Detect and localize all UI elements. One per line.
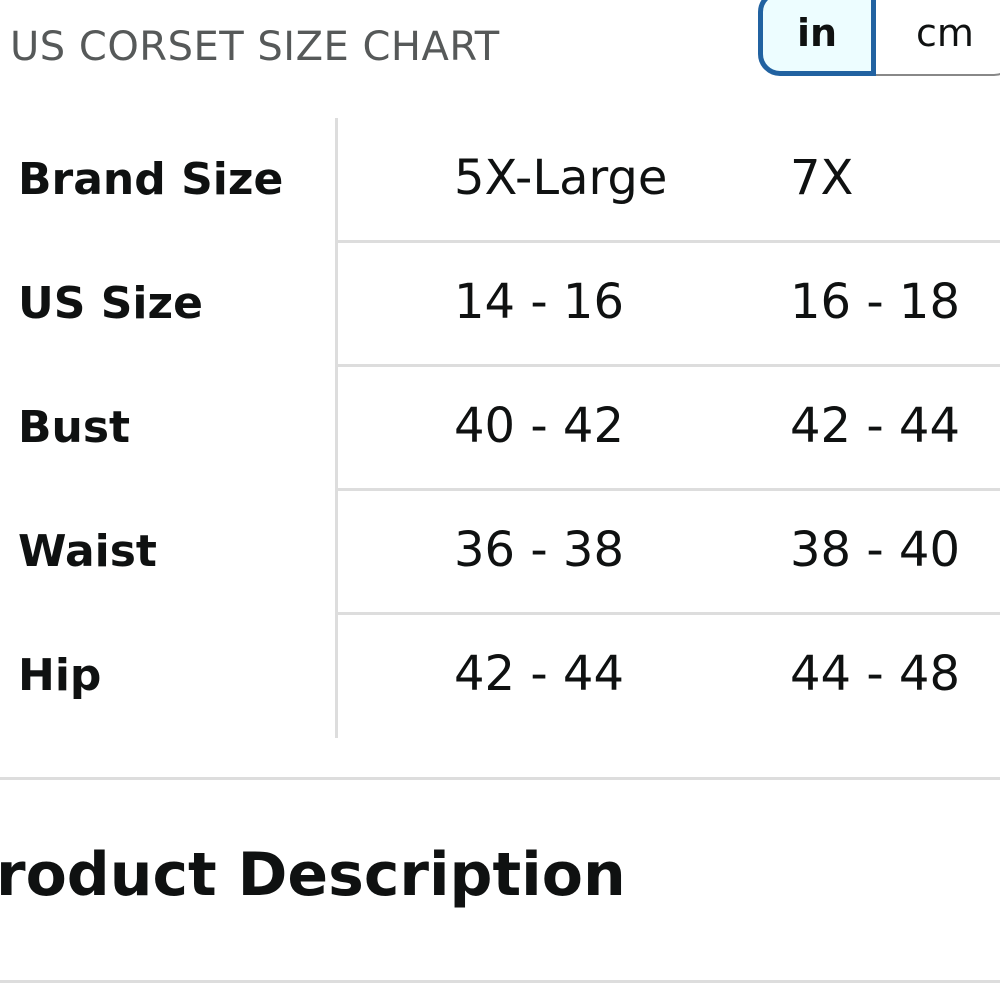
table-cell: 44 - 48 <box>790 646 960 702</box>
table-cell: 7X <box>790 150 854 206</box>
table-cell: 42 - 44 <box>454 646 624 702</box>
table-cell: 42 - 44 <box>790 398 960 454</box>
row-divider <box>338 488 1000 491</box>
divider <box>335 118 338 738</box>
row-divider <box>338 240 1000 243</box>
unit-toggle[interactable]: in <box>758 0 876 76</box>
table-cell: 14 - 16 <box>454 274 624 330</box>
row-divider <box>338 612 1000 615</box>
divider <box>0 777 1000 780</box>
table-cell: 40 - 42 <box>454 398 624 454</box>
chart-title: US CORSET SIZE CHART <box>10 24 500 70</box>
row-header: Waist <box>18 526 157 577</box>
row-header: Hip <box>18 650 102 701</box>
table-cell: 36 - 38 <box>454 522 624 578</box>
table-cell: 5X-Large <box>454 150 668 206</box>
divider <box>0 980 1000 983</box>
section-title: roduct Description <box>0 840 626 910</box>
row-header: US Size <box>18 278 203 329</box>
table-cell: 38 - 40 <box>790 522 960 578</box>
table-cell: 16 - 18 <box>790 274 960 330</box>
row-header: Brand Size <box>18 154 284 205</box>
row-header: Bust <box>18 402 131 453</box>
unit-toggle[interactable]: cm <box>876 0 1000 76</box>
row-divider <box>338 364 1000 367</box>
